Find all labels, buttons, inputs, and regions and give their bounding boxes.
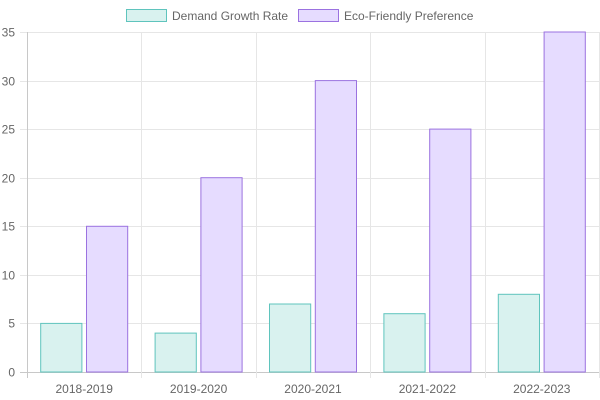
legend-swatch	[298, 9, 339, 22]
x-tick-label: 2021-2022	[399, 382, 457, 396]
x-tick-label: 2019-2020	[170, 382, 228, 396]
x-tick-label: 2022-2023	[513, 382, 571, 396]
bar-eco-friendly-preference[interactable]	[86, 225, 129, 373]
y-tick-label: 25	[2, 123, 16, 137]
bar-demand-growth-rate[interactable]	[40, 322, 83, 373]
legend-label: Demand Growth Rate	[172, 9, 288, 23]
bar-eco-friendly-preference[interactable]	[429, 128, 472, 373]
bar-eco-friendly-preference[interactable]	[200, 177, 243, 373]
x-tick-label: 2018-2019	[56, 382, 114, 396]
x-axis-ticks: 2018-2019 2019-2020 2020-2021 2021-2022 2022…	[56, 382, 571, 396]
y-tick-label: 10	[2, 269, 16, 283]
bars	[40, 31, 586, 373]
legend-swatch	[126, 9, 167, 22]
bar-eco-friendly-preference[interactable]	[543, 31, 586, 373]
y-axis-ticks: 0 5 10 15 20 25 30 35	[2, 26, 16, 380]
y-tick-label: 35	[2, 26, 16, 40]
y-tick-label: 5	[8, 317, 15, 331]
legend-label: Eco-Friendly Preference	[344, 9, 474, 23]
bar-demand-growth-rate[interactable]	[154, 332, 197, 373]
bar-demand-growth-rate[interactable]	[269, 303, 312, 373]
y-tick-label: 30	[2, 75, 16, 89]
bar-eco-friendly-preference[interactable]	[314, 80, 357, 373]
bar-demand-growth-rate[interactable]	[383, 313, 426, 373]
y-tick-label: 0	[8, 366, 15, 380]
y-tick-label: 15	[2, 220, 16, 234]
y-tick-label: 20	[2, 172, 16, 186]
bar-demand-growth-rate[interactable]	[497, 293, 540, 373]
x-tick-label: 2020-2021	[284, 382, 342, 396]
legend: Demand Growth Rate Eco-Friendly Preferenc…	[126, 9, 474, 23]
